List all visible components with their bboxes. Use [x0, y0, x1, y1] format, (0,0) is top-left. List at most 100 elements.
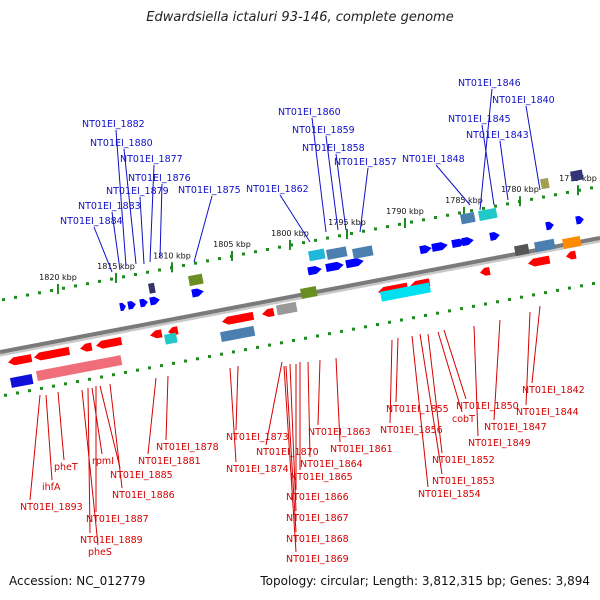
forward-gene-arrow	[139, 298, 148, 308]
bottom-gene-label: cobT	[452, 414, 475, 425]
top-leader-line	[311, 117, 327, 233]
ruler-dot	[266, 247, 269, 251]
ruler-dot	[434, 216, 437, 220]
ruler-dot-lower	[100, 375, 103, 379]
ruler-dot	[218, 257, 221, 261]
bottom-leader-line	[57, 391, 65, 461]
bottom-gene-label: NT01EI_1893	[20, 502, 83, 513]
ruler-dot-lower	[400, 318, 403, 322]
ruler-dot	[254, 250, 257, 254]
ruler-dot	[590, 186, 593, 190]
ruler-dot	[38, 291, 41, 295]
ruler-dot	[494, 204, 497, 208]
reverse-gene-arrow	[566, 250, 577, 260]
ruler-dot	[386, 225, 389, 229]
ruler-dot	[542, 195, 545, 199]
ruler-dot	[314, 238, 317, 242]
top-leader-line	[499, 140, 509, 201]
bottom-gene-label: NT01EI_1874	[226, 464, 289, 475]
accession-text: Accession: NC_012779	[9, 574, 146, 588]
ruler-dot-lower	[136, 368, 139, 372]
backbone-line	[0, 236, 600, 354]
bottom-gene-label: NT01EI_1881	[138, 456, 201, 467]
feature-box	[460, 211, 476, 225]
top-gene-label: NT01EI_1862	[246, 184, 309, 195]
ruler-dot-lower	[472, 304, 475, 308]
feature-box	[275, 301, 298, 316]
bottom-leader-line	[109, 383, 123, 489]
bottom-gene-label: NT01EI_1853	[432, 476, 495, 487]
ruler-dot	[2, 298, 5, 302]
bottom-leader-line	[147, 377, 157, 455]
bottom-gene-label: NT01EI_1889	[80, 535, 143, 546]
ruler-dot	[242, 252, 245, 256]
bottom-leader-line	[389, 339, 393, 424]
bottom-gene-label: NT01EI_1856	[380, 425, 443, 436]
bottom-gene-label: NT01EI_1844	[516, 407, 579, 418]
ruler-dot-lower	[64, 382, 67, 386]
ruler-dot	[362, 229, 365, 233]
reverse-gene-arrow	[150, 329, 163, 339]
bottom-gene-label: NT01EI_1878	[156, 442, 219, 453]
top-leader-line	[359, 167, 369, 233]
ruler-dot	[290, 243, 293, 247]
ruler-dot-lower	[220, 352, 223, 356]
ruler-dot-lower	[28, 389, 31, 393]
bottom-gene-label: NT01EI_1855	[386, 404, 449, 415]
bottom-leader-line	[437, 331, 463, 413]
bottom-leader-line	[165, 375, 169, 441]
bottom-gene-label: NT01EI_1887	[86, 514, 149, 525]
ruler-dot-lower	[292, 339, 295, 343]
bottom-gene-label: NT01EI_1852	[432, 455, 495, 466]
bottom-leader-line	[81, 389, 99, 546]
ruler-dot-lower	[592, 282, 595, 286]
bottom-gene-label: NT01EI_1873	[226, 432, 289, 443]
backbone-shadow	[0, 239, 600, 357]
bottom-gene-label: NT01EI_1870	[256, 447, 319, 458]
feature-box	[188, 273, 204, 287]
reverse-gene-arrow	[168, 326, 179, 336]
top-leader-line	[525, 105, 541, 191]
ruler-dot	[158, 268, 161, 272]
feature-box	[477, 207, 498, 222]
feature-box	[352, 245, 374, 259]
forward-gene-arrow	[489, 232, 500, 241]
top-gene-label: NT01EI_1879	[106, 186, 169, 197]
ruler-dot-lower	[580, 284, 583, 288]
ruler-dot	[98, 279, 101, 283]
forward-gene-arrow	[345, 258, 364, 269]
ruler-dot	[86, 282, 89, 286]
feature-box	[219, 325, 256, 343]
ruler-dot-lower	[304, 336, 307, 340]
ruler-dot-lower	[280, 341, 283, 345]
ruler-dot	[374, 227, 377, 231]
bottom-leader-line	[493, 319, 501, 421]
ruler-dot-lower	[148, 366, 151, 370]
ruler-dot	[302, 241, 305, 245]
bottom-gene-label: ihfA	[42, 482, 61, 493]
feature-box	[299, 286, 318, 299]
ruler-dot-lower	[520, 295, 523, 299]
feature-box	[514, 243, 530, 257]
forward-gene-arrow	[419, 245, 432, 255]
top-gene-label: NT01EI_1883	[78, 201, 141, 212]
ruler-dot-lower	[208, 354, 211, 358]
top-gene-label: NT01EI_1860	[278, 107, 341, 118]
ruler-dot	[182, 263, 185, 267]
top-gene-label: NT01EI_1857	[334, 157, 397, 168]
ruler-dot	[578, 188, 581, 192]
ruler-dot	[50, 289, 53, 292]
ruler-dot	[410, 220, 413, 224]
bottom-gene-label: rpmI	[92, 456, 114, 467]
ruler-dot	[194, 261, 197, 265]
bottom-leader-line	[473, 325, 479, 437]
top-leader-line	[111, 211, 121, 271]
ruler-dot	[422, 218, 425, 222]
ruler-dot	[350, 232, 353, 235]
ruler-dot-lower	[568, 286, 571, 290]
feature-box	[164, 332, 178, 345]
ruler-dot-lower	[88, 377, 91, 381]
ruler-dot	[338, 234, 341, 238]
ruler-dot	[446, 213, 449, 217]
bottom-gene-label: NT01EI_1847	[484, 422, 547, 433]
